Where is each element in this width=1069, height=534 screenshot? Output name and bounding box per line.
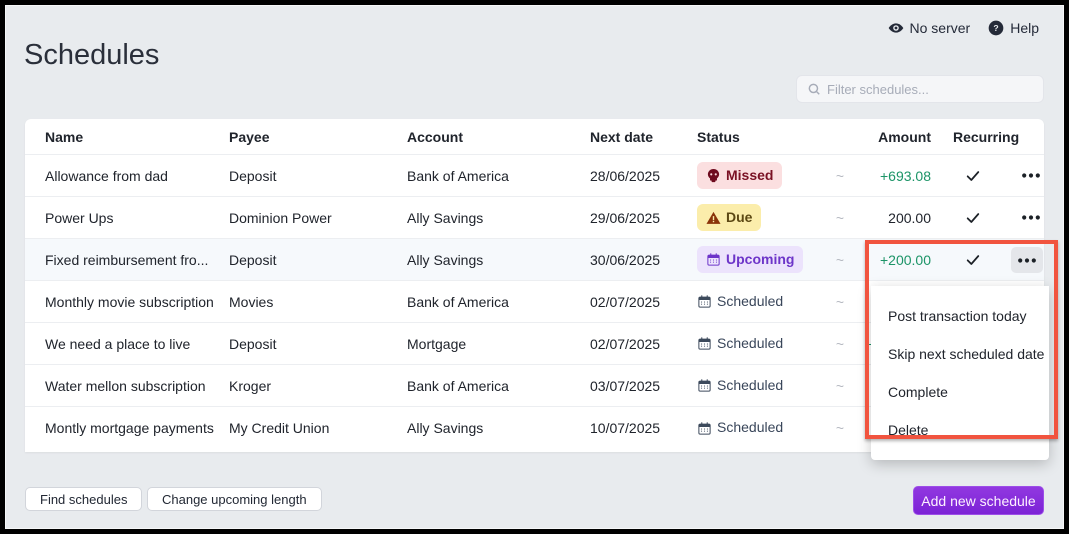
svg-text:?: ?: [994, 23, 999, 33]
